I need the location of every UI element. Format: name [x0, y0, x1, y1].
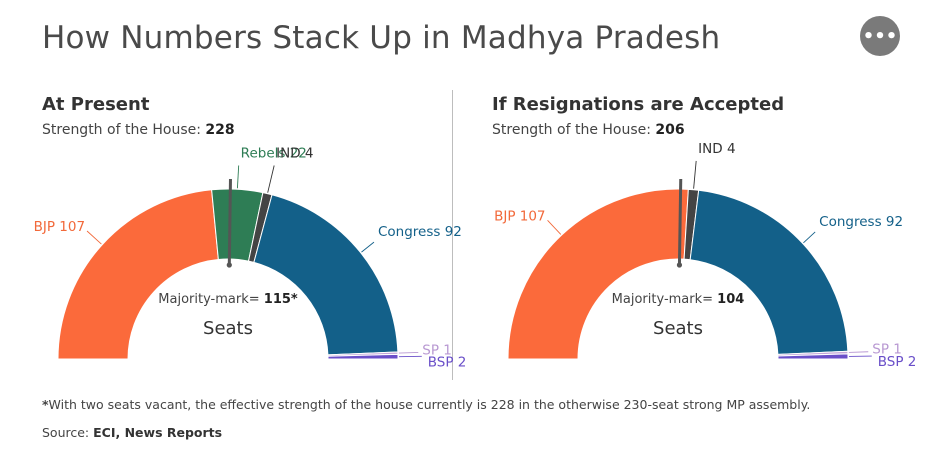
slice-congress	[689, 189, 849, 355]
source-value: ECI, News Reports	[93, 425, 223, 440]
leader-line-sp	[398, 351, 419, 354]
footnote-mark: *	[42, 397, 49, 412]
majority-mark-value: 104	[717, 292, 744, 307]
house-strength: Strength of the House: 206	[492, 122, 685, 138]
data-label-bsp: BSP 2	[878, 354, 917, 370]
more-options-button[interactable]: •••	[860, 16, 900, 56]
leader-line-congress	[803, 231, 816, 244]
page-title: How Numbers Stack Up in Madhya Pradesh	[42, 20, 721, 56]
house-strength-value: 228	[205, 122, 235, 138]
center-label: Seats	[203, 318, 253, 339]
chart-title: At Present	[42, 94, 150, 115]
leader-line-bjp	[86, 230, 102, 245]
slice-bjp	[507, 188, 689, 360]
leader-line-congress	[361, 241, 375, 253]
data-label-bjp: BJP 107	[494, 208, 545, 224]
slice-bjp	[57, 189, 219, 360]
leader-line-ind	[267, 165, 275, 193]
chart-panel-at-present: At Present Strength of the House: 228 BJ…	[34, 94, 467, 384]
center-label: Seats	[653, 318, 703, 339]
data-label-bjp: BJP 107	[34, 219, 85, 235]
house-strength-label: Strength of the House:	[492, 122, 656, 138]
data-label-congress: Congress 92	[378, 224, 462, 240]
data-label-sp: SP 1	[872, 342, 902, 358]
data-label-congress: Congress 92	[819, 214, 903, 230]
chart-panel-if-resignations-accepted: If Resignations are Accepted Strength of…	[492, 94, 916, 384]
panel-divider	[452, 90, 453, 380]
majority-mark-label: Majority-mark= 104	[612, 292, 745, 307]
source-line: Source: ECI, News Reports	[42, 425, 222, 440]
slice-congress	[253, 194, 399, 356]
footnote-text: With two seats vacant, the effective str…	[48, 397, 811, 412]
leader-line-bjp	[547, 220, 562, 235]
leader-line-ind	[693, 160, 697, 189]
majority-mark-line	[227, 178, 232, 266]
data-label-sp: SP 1	[422, 342, 452, 358]
data-label-rebels: Rebels 22	[241, 145, 307, 161]
house-strength: Strength of the House: 228	[42, 122, 235, 138]
house-strength-value: 206	[655, 122, 685, 138]
leader-line-rebels	[236, 165, 240, 189]
data-label-bsp: BSP 2	[428, 354, 467, 370]
more-horizontal-icon: •••	[862, 25, 898, 47]
majority-mark-dot	[226, 262, 232, 268]
footnote: *With two seats vacant, the effective st…	[42, 397, 810, 412]
data-label-ind: IND 4	[698, 141, 735, 157]
data-label-ind: IND 4	[276, 146, 313, 162]
majority-mark-dot	[676, 262, 683, 268]
leader-line-sp	[848, 351, 869, 353]
majority-mark-value: 115*	[264, 292, 298, 307]
slice-bsp	[777, 353, 849, 360]
slice-bsp	[327, 353, 399, 360]
house-strength-label: Strength of the House:	[42, 122, 206, 138]
majority-mark-label: Majority-mark= 115*	[158, 292, 298, 307]
source-label: Source:	[42, 425, 94, 440]
majority-mark-line	[677, 178, 683, 266]
chart-title: If Resignations are Accepted	[492, 94, 785, 115]
